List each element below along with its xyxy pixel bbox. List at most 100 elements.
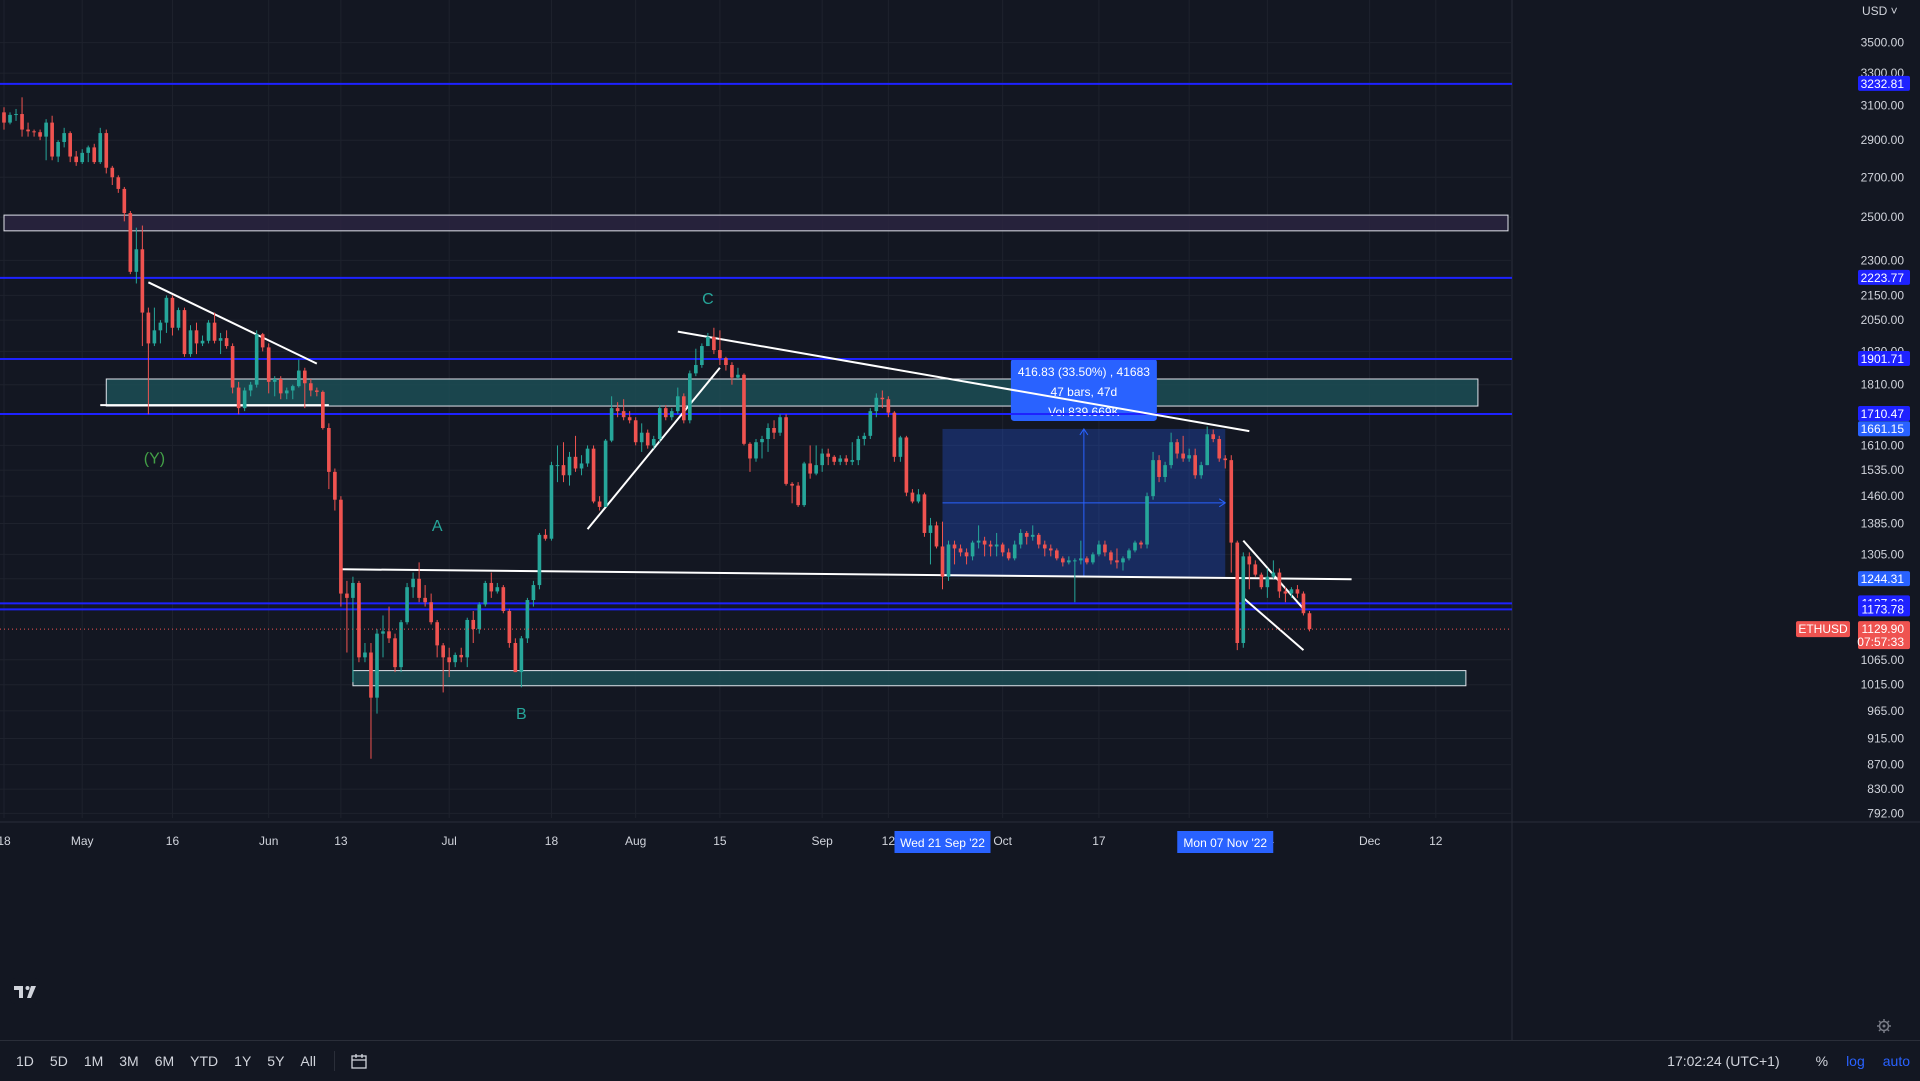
candle-body [910,492,915,502]
range-5y-button[interactable]: 5Y [267,1053,285,1069]
zone-rect-1[interactable] [105,378,1479,407]
clock: 17:02:24 (UTC+1) [1667,1053,1780,1069]
candle-body [339,499,343,594]
candle [688,370,692,424]
zone-rect-2[interactable] [352,670,1467,687]
candle [964,548,969,565]
candle-body [597,501,602,507]
level-price-label: 1901.71 [1861,352,1905,366]
candle [38,129,42,141]
candle-body [230,346,235,388]
candle [603,439,608,507]
candle-body [1283,591,1288,594]
percent-scale-toggle[interactable]: % [1815,1053,1829,1069]
calendar-goto-date-icon[interactable] [349,1051,369,1071]
trendline-0[interactable] [147,281,318,365]
candle-body [1247,556,1252,565]
candle-body [188,330,193,355]
candle [573,435,578,472]
candle-body [1277,572,1282,592]
candle-body [585,448,590,464]
range-all-button[interactable]: All [300,1053,316,1069]
price-tick-label: 2500.00 [1861,210,1905,224]
candle [525,597,530,644]
log-scale-toggle[interactable]: log [1846,1053,1865,1069]
candle [411,572,415,598]
candle [1271,560,1276,579]
currency-selector[interactable]: USD ˅ [1862,4,1898,18]
range-ytd-button[interactable]: YTD [190,1053,219,1069]
price-tick-label: 792.00 [1867,806,1904,820]
range-1y-button[interactable]: 1Y [234,1053,252,1069]
time-tick-label: May [71,834,94,848]
candle-body [423,597,427,603]
candle-body [290,386,295,391]
candle [104,129,109,174]
range-6m-button[interactable]: 6M [154,1053,175,1069]
candle [44,119,48,161]
date-badge: Wed 21 Sep '22 [900,836,985,850]
level-price-label: 1173.78 [1862,602,1905,616]
candle [898,435,903,462]
auto-scale-toggle[interactable]: auto [1882,1053,1910,1069]
candle-body [633,420,638,443]
measure-label-box [1010,358,1157,421]
candle [615,402,620,418]
candle [459,647,464,663]
candle-body [1187,455,1191,459]
candle [1157,455,1161,483]
candle [886,396,891,418]
candle-body [543,534,548,539]
candle [1054,548,1059,561]
candle-body [916,494,921,502]
candle-body [278,378,283,394]
candle [393,633,397,673]
candle [248,381,253,397]
level-price-label-bg [1858,269,1910,285]
level-price-label-bg [1858,75,1910,91]
range-5d-button[interactable]: 5D [49,1053,68,1069]
candle [182,307,187,357]
candle [236,381,241,415]
candle [1000,542,1005,557]
range-1m-button[interactable]: 1M [83,1053,104,1069]
candle [669,408,674,421]
zone-rect-0[interactable] [3,214,1509,232]
candle-body [74,156,79,163]
trendline-4[interactable] [340,568,1352,581]
candle-body [1115,560,1119,563]
candle [892,411,897,462]
candle [754,439,758,462]
candle-body [375,633,379,698]
candle [302,367,307,409]
candle [128,210,133,275]
candle [140,225,145,347]
candle [74,151,79,166]
candle [796,482,800,507]
range-3m-button[interactable]: 3M [119,1053,139,1069]
symbol-tag: ETHUSD [1798,622,1848,636]
candle-body [796,485,800,506]
candle-body [742,374,746,444]
time-tick-label: 12 [882,834,896,848]
candle [1024,531,1029,545]
candle-body [802,463,806,506]
trendline-3[interactable] [677,330,1250,433]
candle [736,367,740,379]
candle [1265,568,1270,598]
tradingview-logo-icon[interactable] [10,978,40,1004]
candle-body [1079,558,1083,561]
price-chart[interactable]: 416.83 (33.50%) , 41683 47 bars, 47d Vol 8… [0,0,1920,1040]
range-1d-button[interactable]: 1D [16,1053,34,1069]
candle-body [766,428,770,440]
candle [922,492,927,537]
candle-body [1061,558,1065,563]
trendline-6[interactable] [1242,597,1305,651]
candle-body [56,141,60,157]
settings-gear-icon[interactable] [1876,1018,1892,1034]
candle [814,445,818,476]
candle [20,97,24,137]
candle [92,143,97,164]
candle-body [1271,572,1276,577]
